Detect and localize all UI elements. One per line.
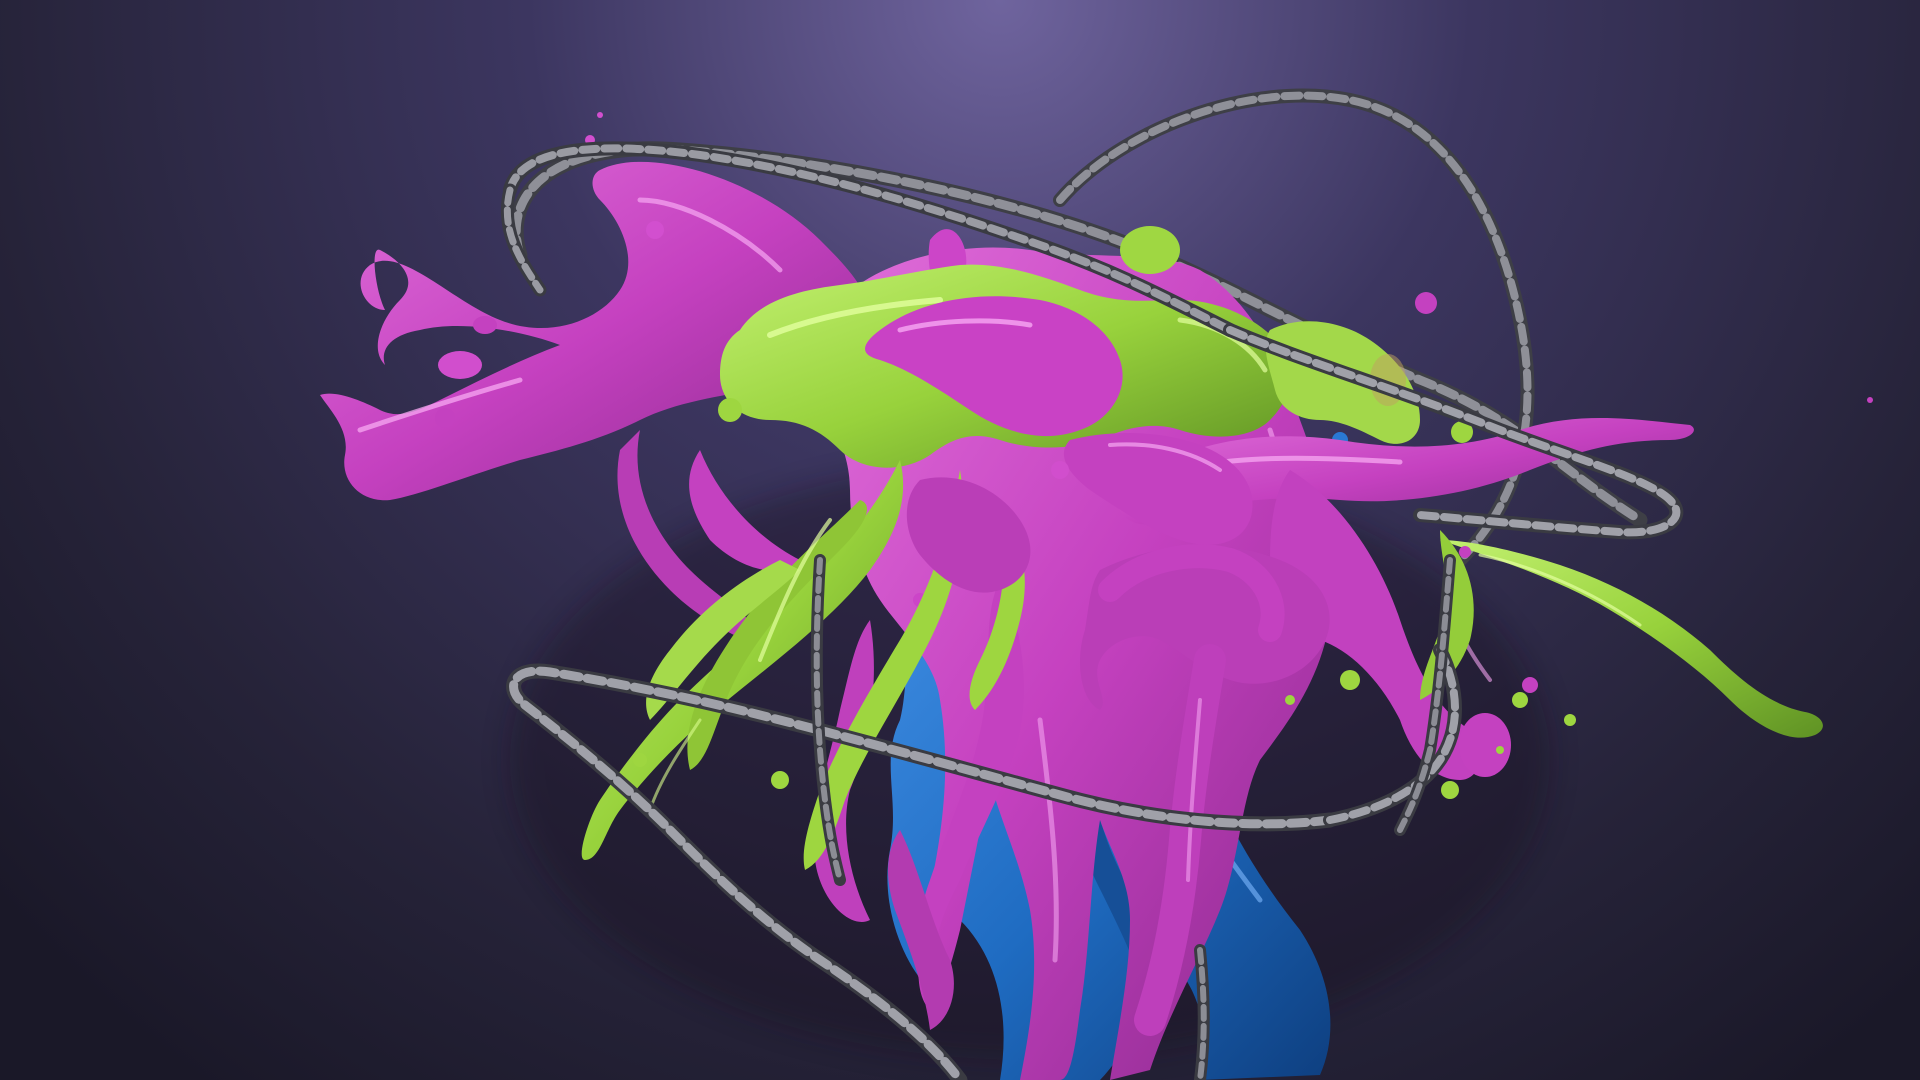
chain-right-loop — [1223, 323, 1684, 540]
chain-front-lower — [506, 643, 1462, 1080]
paint-droplets — [597, 112, 1873, 754]
chain-front-upper — [500, 141, 1237, 337]
magenta-paint-foreground — [865, 296, 1285, 1036]
chain-vertical-segments — [810, 554, 1456, 1080]
